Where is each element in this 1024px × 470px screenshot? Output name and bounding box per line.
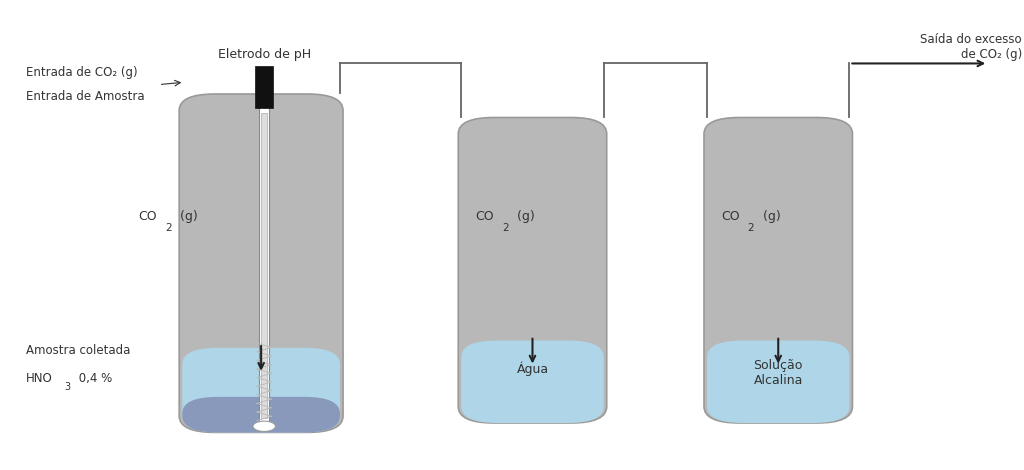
Text: CO: CO	[721, 210, 739, 223]
Text: (g): (g)	[759, 210, 780, 223]
Text: Eletrodo de pH: Eletrodo de pH	[218, 47, 310, 61]
FancyBboxPatch shape	[705, 118, 852, 423]
Text: Amostra coletada: Amostra coletada	[26, 344, 130, 357]
Bar	[261, 113, 267, 418]
Text: 2: 2	[748, 223, 754, 233]
Text: CO: CO	[138, 210, 157, 223]
Text: Solução
Alcalina: Solução Alcalina	[754, 360, 803, 387]
Text: (g): (g)	[513, 210, 535, 223]
Text: 0,4 %: 0,4 %	[75, 372, 112, 385]
Text: Água: Água	[516, 361, 549, 376]
Circle shape	[253, 421, 275, 431]
Text: Entrada de CO₂ (g): Entrada de CO₂ (g)	[26, 66, 137, 79]
FancyBboxPatch shape	[461, 340, 604, 423]
Text: Entrada de Amostra: Entrada de Amostra	[26, 90, 144, 103]
FancyBboxPatch shape	[182, 348, 340, 432]
Text: Saída do excesso
de CO₂ (g): Saída do excesso de CO₂ (g)	[921, 33, 1022, 61]
Text: 2: 2	[502, 223, 508, 233]
Text: HNO: HNO	[26, 372, 52, 385]
Text: 3: 3	[65, 382, 71, 392]
Text: (g): (g)	[176, 210, 198, 223]
Text: 2: 2	[165, 223, 171, 233]
FancyBboxPatch shape	[707, 340, 850, 423]
Text: CO: CO	[475, 210, 494, 223]
FancyBboxPatch shape	[459, 118, 606, 423]
Bar	[255, 66, 273, 108]
FancyBboxPatch shape	[182, 397, 340, 432]
FancyBboxPatch shape	[179, 94, 343, 432]
Bar	[259, 94, 269, 427]
